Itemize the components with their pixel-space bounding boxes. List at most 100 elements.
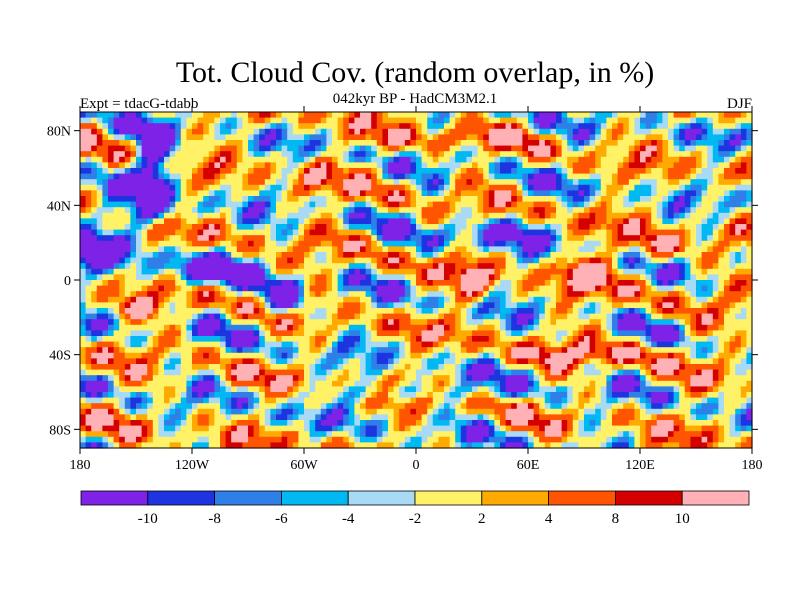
field-cell	[528, 134, 535, 141]
field-cell	[231, 240, 238, 247]
field-cell	[354, 173, 361, 180]
field-cell	[500, 190, 507, 197]
field-cell	[488, 224, 495, 231]
field-cell	[309, 274, 316, 281]
field-cell	[483, 123, 490, 130]
field-cell	[376, 324, 383, 331]
field-cell	[281, 184, 288, 191]
field-cell	[427, 128, 434, 135]
field-cell	[544, 319, 551, 326]
field-cell	[197, 268, 204, 275]
field-cell	[522, 162, 529, 169]
field-cell	[169, 280, 176, 287]
field-cell	[544, 128, 551, 135]
field-cell	[488, 229, 495, 236]
field-cell	[589, 235, 596, 242]
field-cell	[410, 224, 417, 231]
field-cell	[640, 296, 647, 303]
field-cell	[522, 179, 529, 186]
field-cell	[124, 196, 131, 203]
field-cell	[572, 291, 579, 298]
field-cell	[180, 179, 187, 186]
field-cell	[432, 268, 439, 275]
field-cell	[690, 319, 697, 326]
field-cell	[404, 196, 411, 203]
field-cell	[634, 190, 641, 197]
field-cell	[466, 201, 473, 208]
field-cell	[645, 179, 652, 186]
field-cell	[684, 302, 691, 309]
field-cell	[584, 296, 591, 303]
field-cell	[393, 145, 400, 152]
field-cell	[572, 201, 579, 208]
field-cell	[124, 308, 131, 315]
field-cell	[281, 257, 288, 264]
field-cell	[516, 285, 523, 292]
field-cell	[220, 341, 227, 348]
field-cell	[668, 268, 675, 275]
field-cell	[572, 257, 579, 264]
field-cell	[326, 140, 333, 147]
field-cell	[382, 173, 389, 180]
field-cell	[522, 117, 529, 124]
field-cell	[113, 207, 120, 214]
field-cell	[253, 336, 260, 343]
field-cell	[292, 117, 299, 124]
field-cell	[197, 341, 204, 348]
field-cell	[113, 173, 120, 180]
field-cell	[102, 128, 109, 135]
field-cell	[248, 201, 255, 208]
field-cell	[444, 240, 451, 247]
field-cell	[488, 280, 495, 287]
field-cell	[645, 151, 652, 158]
field-cell	[640, 179, 647, 186]
field-cell	[354, 184, 361, 191]
field-cell	[483, 229, 490, 236]
field-cell	[259, 196, 266, 203]
field-cell	[236, 302, 243, 309]
field-cell	[253, 190, 260, 197]
field-cell	[152, 145, 159, 152]
field-cell	[466, 156, 473, 163]
field-cell	[528, 285, 535, 292]
field-cell	[668, 291, 675, 298]
field-cell	[466, 134, 473, 141]
field-cell	[287, 201, 294, 208]
field-cell	[197, 285, 204, 292]
field-cell	[348, 240, 355, 247]
field-cell	[505, 257, 512, 264]
field-cell	[707, 128, 714, 135]
field-cell	[91, 274, 98, 281]
field-cell	[640, 268, 647, 275]
field-cell	[113, 134, 120, 141]
field-cell	[169, 313, 176, 320]
field-cell	[584, 313, 591, 320]
field-cell	[634, 112, 641, 119]
field-cell	[304, 257, 311, 264]
field-cell	[472, 184, 479, 191]
field-cell	[220, 179, 227, 186]
field-cell	[600, 330, 607, 337]
field-cell	[617, 145, 624, 152]
field-cell	[343, 112, 350, 119]
field-cell	[516, 184, 523, 191]
field-cell	[80, 207, 87, 214]
field-cell	[578, 246, 585, 253]
field-cell	[645, 324, 652, 331]
field-cell	[80, 235, 87, 242]
field-cell	[203, 207, 210, 214]
field-cell	[438, 184, 445, 191]
field-cell	[432, 229, 439, 236]
field-cell	[550, 173, 557, 180]
field-cell	[80, 229, 87, 236]
field-cell	[248, 196, 255, 203]
field-cell	[242, 224, 249, 231]
field-cell	[645, 246, 652, 253]
field-cell	[214, 117, 221, 124]
field-cell	[259, 319, 266, 326]
field-cell	[259, 285, 266, 292]
field-cell	[404, 134, 411, 141]
field-cell	[449, 168, 456, 175]
field-cell	[326, 252, 333, 259]
field-cell	[80, 274, 87, 281]
